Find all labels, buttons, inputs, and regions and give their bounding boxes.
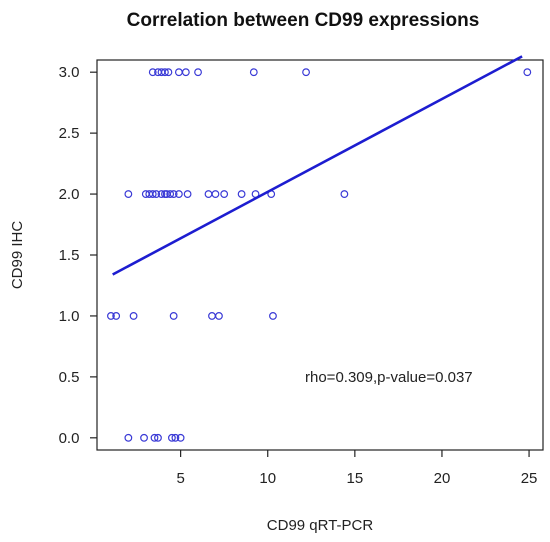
data-point <box>174 68 183 77</box>
data-point <box>211 190 220 198</box>
data-point <box>112 312 121 320</box>
x-tick-label: 5 <box>176 470 184 487</box>
regression-line <box>112 55 523 276</box>
x-tick-label: 25 <box>521 470 538 487</box>
data-point <box>269 312 277 320</box>
data-point <box>183 190 192 198</box>
data-point <box>164 68 173 77</box>
y-tick-label: 2.5 <box>59 125 80 142</box>
data-point <box>152 190 161 198</box>
data-point <box>154 433 162 442</box>
data-point <box>237 190 246 198</box>
x-axis: 5 10 15 20 25 <box>176 450 537 487</box>
y-tick-label: 1.5 <box>59 247 80 264</box>
data-point <box>166 190 175 198</box>
data-point <box>157 190 166 198</box>
data-point <box>340 190 349 198</box>
y-tick-label: 0.0 <box>59 430 80 447</box>
data-point <box>215 312 223 320</box>
y-tick-label: 0.5 <box>59 369 80 386</box>
data-point <box>161 68 169 77</box>
data-point <box>148 190 157 198</box>
data-point <box>249 68 258 77</box>
data-point <box>168 433 176 442</box>
y-tick-label: 1.0 <box>59 308 80 325</box>
data-point <box>176 433 185 442</box>
data-point <box>208 312 216 320</box>
data-point <box>302 68 310 77</box>
data-point <box>174 190 183 198</box>
y-tick-label: 2.0 <box>59 186 80 203</box>
data-point <box>523 68 532 77</box>
x-tick-label: 15 <box>347 470 364 487</box>
data-point <box>140 433 148 442</box>
x-axis-label: CD99 qRT-PCR <box>267 517 374 534</box>
data-point <box>220 190 229 198</box>
data-point <box>129 312 138 320</box>
data-point <box>124 190 133 198</box>
x-tick-label: 20 <box>434 470 451 487</box>
y-axis-label: CD99 IHC <box>9 221 26 290</box>
data-point <box>169 312 178 320</box>
data-points <box>107 68 532 442</box>
data-point <box>204 190 213 198</box>
y-tick-label: 3.0 <box>59 64 80 81</box>
data-point <box>194 68 202 77</box>
data-point <box>169 190 178 198</box>
data-point <box>171 433 180 442</box>
chart-title: Correlation between CD99 expressions <box>127 10 480 31</box>
data-point <box>150 433 159 442</box>
data-point <box>124 433 133 442</box>
correlation-annotation: rho=0.309,p-value=0.037 <box>305 369 473 386</box>
plot-frame <box>96 59 544 451</box>
data-point <box>148 68 157 77</box>
y-axis: 0.0 0.5 1.0 1.5 2.0 2.5 3.0 <box>59 64 97 447</box>
data-point <box>107 312 115 320</box>
data-point <box>181 68 190 77</box>
x-tick-label: 10 <box>259 470 276 487</box>
